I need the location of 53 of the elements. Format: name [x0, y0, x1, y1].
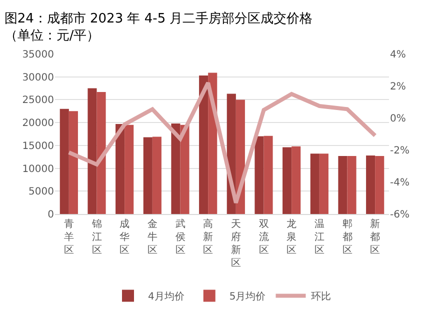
- y2-tick-label: -4%: [390, 178, 410, 188]
- bar: [171, 123, 180, 214]
- bar: [96, 92, 106, 214]
- x-tick-label: 成华区: [120, 218, 130, 256]
- y2-tick-label: -2%: [390, 146, 410, 156]
- x-tick-label: 龙泉区: [286, 218, 297, 256]
- legend-label: 环比: [310, 290, 331, 303]
- bar: [254, 136, 264, 214]
- x-tick-label: 郫都区: [342, 218, 352, 256]
- y-tick-label: 15000: [22, 140, 54, 152]
- bar: [338, 156, 348, 214]
- bar: [282, 147, 292, 214]
- bar: [366, 155, 376, 214]
- x-tick-label: 高新区: [203, 218, 214, 256]
- x-tick-label: 武侯区: [175, 218, 186, 256]
- bar: [88, 88, 97, 214]
- bar: [68, 111, 78, 214]
- bar: [199, 75, 208, 214]
- chart-title: 图24：成都市 2023 年 4-5 月二手房部分区成交价格: [4, 10, 313, 27]
- x-tick-label: 青羊区: [64, 218, 74, 256]
- y-tick-label: 5000: [28, 186, 54, 198]
- y-tick-label: 30000: [22, 72, 54, 84]
- y-tick-label: 25000: [22, 95, 54, 106]
- y-tick-label: 10000: [22, 164, 54, 175]
- x-tick-label: 温江区: [314, 218, 324, 256]
- y-tick-label: 35000: [22, 50, 54, 60]
- y2-tick-label: 2%: [390, 82, 406, 92]
- x-tick-label: 锦江区: [90, 219, 102, 256]
- x-tick-label: 天府新区: [230, 219, 241, 269]
- bar: [116, 124, 125, 214]
- bar: [347, 156, 356, 214]
- bar: [264, 136, 273, 214]
- x-tick-label: 双流区: [258, 219, 269, 256]
- chart-subtitle: （单位：元/平）: [4, 28, 100, 44]
- y-tick-label: 0: [48, 210, 54, 220]
- x-tick-label: 金牛区: [147, 218, 158, 256]
- y2-tick-label: -6%: [390, 210, 410, 220]
- bar: [152, 136, 162, 214]
- bar: [375, 156, 384, 214]
- bar: [124, 124, 134, 214]
- bar: [292, 146, 301, 214]
- y-tick-label: 20000: [22, 118, 54, 130]
- y2-tick-label: 0%: [390, 114, 406, 124]
- bar: [319, 154, 328, 214]
- line-series: [66, 80, 378, 205]
- legend-label: 4月均价: [148, 290, 184, 303]
- y2-tick-label: 4%: [390, 50, 406, 60]
- legend-label: 5月均价: [229, 290, 266, 303]
- x-tick-label: 新都区: [370, 218, 380, 256]
- bar: [143, 137, 152, 214]
- bar: [60, 108, 69, 214]
- bar: [310, 154, 320, 214]
- bar: [180, 124, 190, 214]
